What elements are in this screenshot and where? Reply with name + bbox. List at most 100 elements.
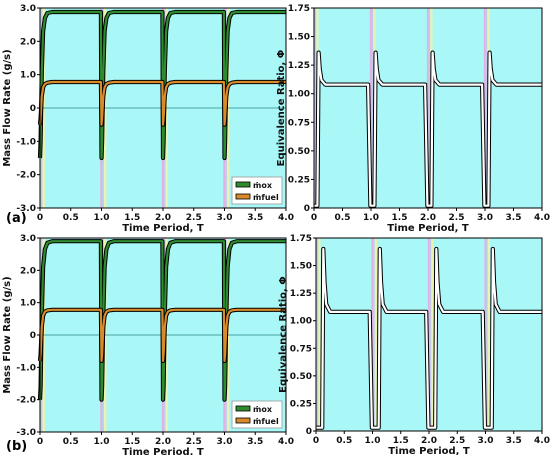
legend-box — [231, 400, 283, 429]
x-tick-label: 2.0 — [155, 213, 171, 223]
x-tick-label: 3.0 — [217, 437, 233, 447]
x-tick-label: 2.0 — [420, 213, 436, 223]
pulse-band — [431, 238, 434, 431]
pulse-band — [318, 238, 321, 431]
y-axis-label: Equivalence Ratio, Φ — [276, 50, 287, 167]
x-tick-label: 0.5 — [63, 437, 79, 447]
y-tick-label: 0.25 — [290, 399, 312, 409]
x-tick-label: 2.5 — [186, 437, 202, 447]
chart-a-mass-flow: 0 0.5 1.0 1.5 2.0 2.5 3.0 3.5 4.0 -3.0 -2.0 -1.0 0 1.… — [2, 4, 294, 234]
y-tick-label: 3.0 — [20, 4, 36, 14]
x-tick-label: 1.0 — [94, 437, 110, 447]
y-tick-label: 1.25 — [290, 289, 312, 299]
legend-swatch-fuel — [235, 417, 251, 424]
x-axis-label: Time Period, T — [122, 223, 204, 234]
y-tick-label: 1.50 — [288, 33, 310, 43]
x-tick-label: 4.0 — [278, 437, 294, 447]
x-tick-label: 1.5 — [393, 436, 409, 446]
pulse-band — [483, 8, 486, 208]
y-tick-label: -2.0 — [16, 396, 36, 406]
x-tick-label: 1.0 — [94, 213, 110, 223]
pulse-band — [374, 238, 378, 431]
x-tick-label: 0.5 — [335, 213, 351, 223]
x-tick-label: 2.5 — [186, 213, 202, 223]
pulse-band — [369, 8, 372, 208]
x-tick-label: 1.5 — [124, 213, 140, 223]
x-tick-label: 3.5 — [506, 436, 522, 446]
y-tick-label: -1.0 — [16, 363, 36, 373]
y-tick-label: 0 — [304, 204, 310, 214]
y-tick-label: 2.0 — [20, 266, 36, 276]
legend-swatch-mox — [235, 405, 251, 412]
series-line-phi — [313, 51, 542, 207]
pulse-band — [371, 8, 374, 208]
x-tick-label: 3.5 — [506, 213, 522, 223]
y-tick-label: 1.00 — [290, 317, 312, 327]
y-tick-label: 1.50 — [290, 262, 312, 272]
legend-swatch-fuel — [235, 193, 251, 200]
y-axis-label: Mass Flow Rate (g/s) — [2, 49, 13, 166]
y-tick-label: 1.25 — [288, 61, 310, 71]
pulse-band — [316, 238, 319, 431]
legend-swatch-mox — [235, 181, 251, 188]
y-tick-label: -1.0 — [16, 137, 36, 147]
x-axis-label: Time Period, T — [388, 446, 470, 455]
legend-label-mox: ṁox — [253, 181, 273, 190]
pulse-band — [314, 8, 317, 208]
x-tick-label: 1.5 — [124, 437, 140, 447]
x-tick-label: 4.0 — [534, 436, 550, 446]
y-tick-label: -2.0 — [16, 171, 36, 181]
pulse-band — [485, 8, 488, 208]
y-tick-label: 3.0 — [20, 234, 36, 244]
panel-label-b: (b) — [6, 439, 27, 454]
x-tick-label: 2.5 — [449, 436, 465, 446]
y-tick-label: 0.50 — [288, 147, 310, 157]
x-tick-label: 0.5 — [63, 213, 79, 223]
y-tick-label: 1.00 — [288, 90, 310, 100]
x-tick-label: 0 — [313, 436, 319, 446]
legend-box — [231, 176, 283, 205]
chart-b-equivalence-ratio: 0 0.5 1.0 1.5 2.0 2.5 3.0 3.5 4.0 0 0.25 0.50 0.75 1.… — [278, 234, 550, 455]
pulse-band — [429, 238, 432, 431]
x-tick-label: 0 — [311, 213, 317, 223]
series-line-fuel — [38, 80, 286, 126]
x-tick-label: 0 — [37, 213, 43, 223]
pulse-band — [373, 238, 375, 431]
x-tick-label: 3.0 — [217, 213, 233, 223]
series-line-phi — [315, 247, 542, 429]
x-tick-label: 0.5 — [336, 436, 352, 446]
x-tick-label: 2.0 — [155, 437, 171, 447]
legend-label-fuel: ṁfuel — [253, 417, 279, 426]
y-tick-label: 0.50 — [290, 372, 312, 382]
x-tick-label: 1.5 — [392, 213, 408, 223]
y-axis-label: Mass Flow Rate (g/s) — [2, 276, 13, 393]
chart-b-mass-flow: 0 0.5 1.0 1.5 2.0 2.5 3.0 3.5 4.0 -3.0 -2.0 -1.0 0 1.… — [2, 234, 294, 455]
series-line-fuel — [38, 308, 286, 362]
panel-label-a: (a) — [6, 211, 27, 226]
x-tick-label: 3.0 — [477, 213, 493, 223]
y-tick-label: 0.25 — [288, 175, 310, 185]
y-tick-label: 1.0 — [20, 71, 36, 81]
x-tick-label: 3.5 — [247, 437, 263, 447]
pulse-band — [426, 8, 429, 208]
y-tick-label: -3.0 — [16, 204, 36, 214]
pulse-band — [486, 238, 488, 431]
y-tick-label: 1.0 — [20, 299, 36, 309]
y-tick-label: 0 — [30, 104, 36, 114]
x-tick-label: 3.0 — [478, 436, 494, 446]
y-tick-label: -3.0 — [16, 428, 36, 438]
x-tick-label: 3.5 — [247, 213, 263, 223]
y-tick-label: 2.0 — [20, 37, 36, 47]
y-axis-label: Equivalence Ratio, Φ — [278, 276, 289, 393]
y-tick-label: 0 — [30, 331, 36, 341]
x-tick-label: 2.0 — [421, 436, 437, 446]
y-tick-label: 1.75 — [290, 234, 312, 244]
x-tick-label: 4.0 — [278, 213, 294, 223]
chart-a-equivalence-ratio: 0 0.5 1.0 1.5 2.0 2.5 3.0 3.5 4.0 0 0.25 0.50 0.75 1.… — [276, 4, 550, 234]
pulse-band — [487, 238, 491, 431]
x-axis-label: Time Period, T — [122, 447, 204, 455]
x-tick-label: 1.0 — [363, 213, 379, 223]
x-tick-label: 4.0 — [534, 213, 550, 223]
y-tick-label: 0.75 — [288, 118, 310, 128]
